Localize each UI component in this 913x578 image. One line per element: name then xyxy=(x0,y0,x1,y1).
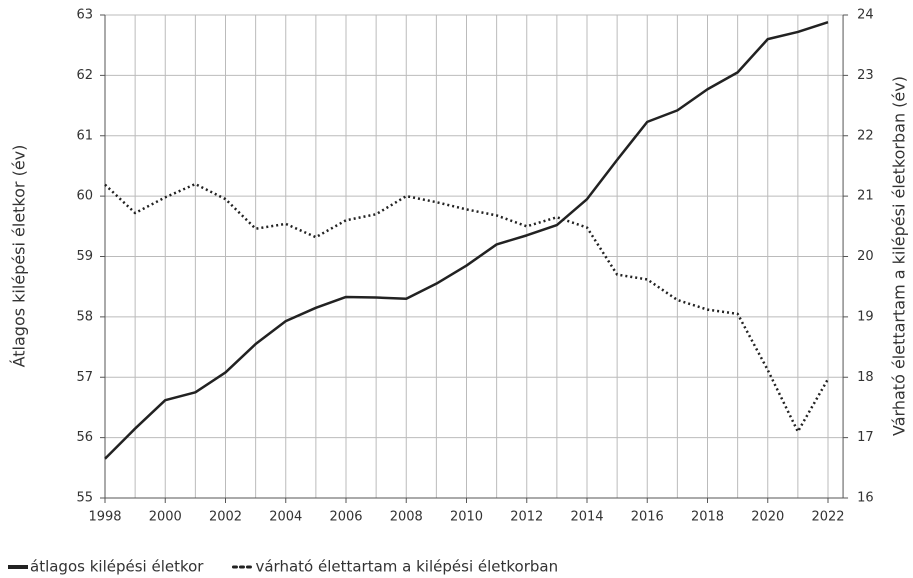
y2-tick-label: 18 xyxy=(857,370,874,385)
series-line xyxy=(104,21,829,460)
y-axis-label: Átlagos kilépési életkor (év) xyxy=(10,145,29,368)
x-tick-label: 2002 xyxy=(209,510,242,525)
y2-tick-label: 22 xyxy=(857,128,874,143)
y2-tick-label: 19 xyxy=(857,309,874,324)
x-tick-label: 2022 xyxy=(811,510,844,525)
y-tick-label: 63 xyxy=(76,8,93,23)
y-tick-label: 57 xyxy=(76,370,93,385)
y2-tick-label: 17 xyxy=(857,430,874,445)
y-tick-label: 55 xyxy=(76,491,93,506)
series-line xyxy=(104,182,830,433)
y-tick-label: 59 xyxy=(76,249,93,264)
y2-tick-label: 21 xyxy=(857,189,874,204)
x-tick-label: 2008 xyxy=(390,510,423,525)
x-tick-label: 2016 xyxy=(631,510,664,525)
y2-axis-label: Várható élettartam a kilépési életkorban… xyxy=(890,76,909,436)
y2-tick-label: 23 xyxy=(857,68,874,83)
x-tick-label: 2010 xyxy=(450,510,483,525)
y2-tick-label: 16 xyxy=(857,491,874,506)
x-tick-label: 2018 xyxy=(691,510,724,525)
x-tick-label: 1998 xyxy=(88,510,121,525)
x-tick-label: 2000 xyxy=(149,510,182,525)
y-tick-label: 60 xyxy=(76,189,93,204)
y2-tick-label: 20 xyxy=(857,249,874,264)
y-tick-label: 56 xyxy=(76,430,93,445)
y-tick-label: 62 xyxy=(76,68,93,83)
x-tick-label: 2020 xyxy=(751,510,784,525)
legend-label: várható élettartam a kilépési életkorban xyxy=(255,558,558,576)
y-tick-label: 58 xyxy=(76,309,93,324)
y-tick-label: 61 xyxy=(76,128,93,143)
x-tick-label: 2012 xyxy=(510,510,543,525)
x-tick-label: 2004 xyxy=(269,510,302,525)
x-tick-label: 2014 xyxy=(570,510,603,525)
y2-tick-label: 24 xyxy=(857,8,874,23)
legend-label: átlagos kilépési életkor xyxy=(30,558,204,576)
x-tick-label: 2006 xyxy=(329,510,362,525)
